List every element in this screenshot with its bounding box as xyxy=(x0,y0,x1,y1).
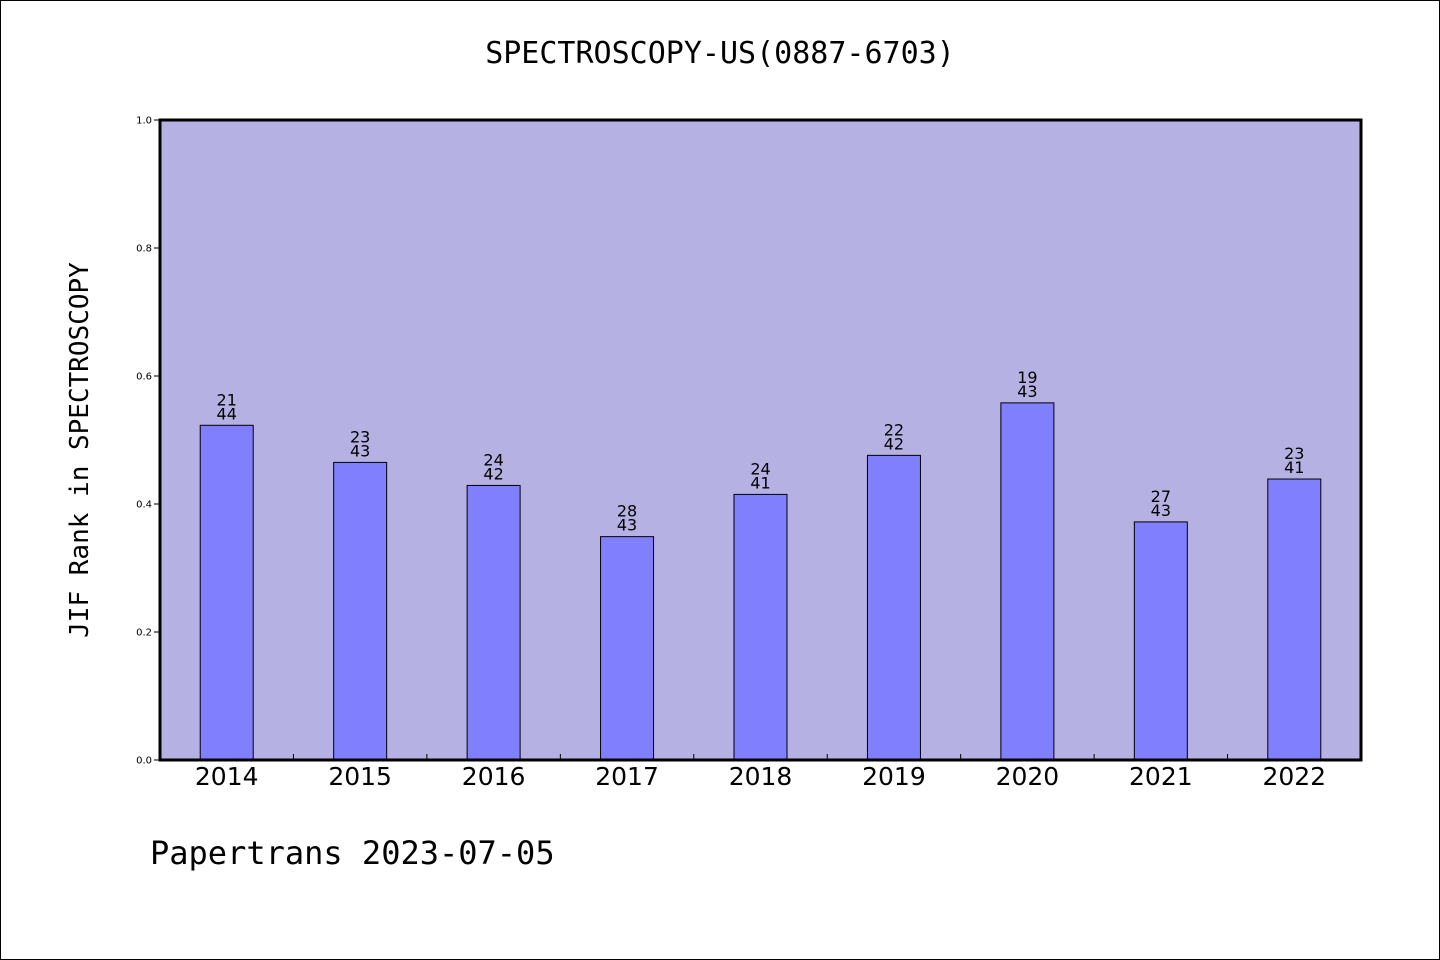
data-label-total: 41 xyxy=(1284,458,1304,477)
data-label-rank: 21 xyxy=(217,390,237,409)
data-label-rank: 24 xyxy=(483,450,503,469)
bar-2022 xyxy=(1267,478,1322,761)
y-tick-label: 0.0 xyxy=(136,756,152,767)
y-tick-label: 0.6 xyxy=(136,372,152,383)
x-category-label: 2020 xyxy=(996,762,1060,791)
bar-2016 xyxy=(466,484,521,761)
y-tick-label: 0.8 xyxy=(136,244,152,255)
y-tick-label: 0.4 xyxy=(136,500,152,511)
x-category-label: 2021 xyxy=(1129,762,1193,791)
bar-2014 xyxy=(199,424,254,761)
data-label-total: 41 xyxy=(750,473,770,492)
y-axis-ticks: 0.0 0.2 0.4 0.6 0.8 1.0 xyxy=(136,116,160,767)
bar-2018 xyxy=(733,493,788,761)
data-label-rank: 28 xyxy=(617,502,637,521)
bar-2019 xyxy=(866,454,921,761)
x-category-label: 2014 xyxy=(195,762,259,791)
x-category-label: 2015 xyxy=(328,762,392,791)
data-label-rank: 24 xyxy=(750,459,770,478)
bars xyxy=(199,402,1322,761)
x-category-label: 2019 xyxy=(862,762,926,791)
data-label-rank: 23 xyxy=(1284,444,1304,463)
data-label-total: 43 xyxy=(350,441,370,460)
data-label-total: 43 xyxy=(1017,382,1037,401)
footer-credit: Papertrans 2023-07-05 xyxy=(150,834,555,872)
bar-2017 xyxy=(600,536,655,761)
data-label-total: 44 xyxy=(217,404,237,423)
bar-2015 xyxy=(333,461,388,761)
data-label-total: 43 xyxy=(1151,501,1171,520)
bar-2020 xyxy=(1000,402,1055,761)
data-label-total: 43 xyxy=(617,516,637,535)
x-category-label: 2017 xyxy=(595,762,659,791)
data-label-rank: 27 xyxy=(1151,487,1171,506)
x-category-label: 2022 xyxy=(1262,762,1326,791)
x-category-label: 2018 xyxy=(729,762,793,791)
data-label-rank: 19 xyxy=(1017,368,1037,387)
data-label-rank: 23 xyxy=(350,427,370,446)
data-label-total: 42 xyxy=(483,464,503,483)
y-tick-label: 0.2 xyxy=(136,628,152,639)
plot-border xyxy=(158,118,1363,762)
data-label-total: 42 xyxy=(884,434,904,453)
y-tick-label: 1.0 xyxy=(136,116,152,127)
x-axis-labels: 2014 2015 2016 2017 2018 2019 2020 2021 2022 xyxy=(195,754,1326,791)
x-category-label: 2016 xyxy=(462,762,526,791)
bar-2021 xyxy=(1133,521,1188,761)
chart-title: SPECTROSCOPY-US(0887-6703) xyxy=(485,36,955,71)
data-label-rank: 22 xyxy=(884,420,904,439)
